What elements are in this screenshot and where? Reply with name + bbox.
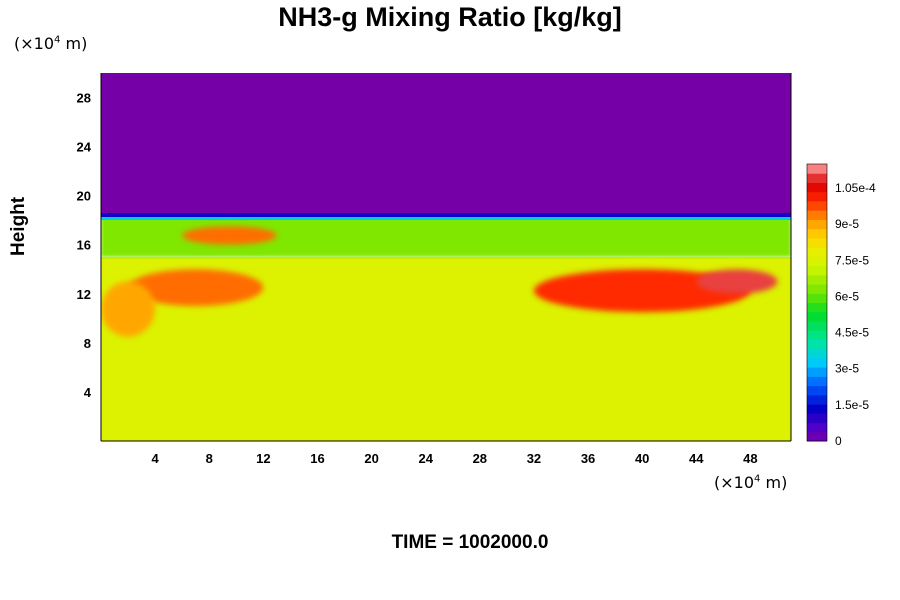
colorbar-segment — [807, 376, 827, 387]
colorbar-segment — [807, 293, 827, 303]
y-axis-unit: (×104 m) — [14, 34, 87, 53]
colorbar-segment — [807, 265, 827, 276]
y-tick-label: 12 — [77, 287, 91, 302]
colorbar-segment — [807, 339, 827, 350]
x-unit-prefix: (×10 — [714, 473, 755, 492]
y-tick-label: 28 — [77, 91, 91, 106]
colorbar-tick-label: 9e-5 — [835, 217, 859, 231]
colorbar-segment — [807, 191, 827, 202]
colorbar-segment — [807, 247, 827, 257]
chart-title: NH3-g Mixing Ratio [kg/kg] — [278, 2, 622, 32]
colorbar-tick-label: 0 — [835, 434, 842, 448]
colorbar-segment — [807, 431, 827, 442]
x-unit-suffix: m) — [760, 473, 788, 492]
boundary-band — [101, 213, 791, 218]
colorbar-segment — [807, 200, 827, 211]
colorbar-segment — [807, 348, 827, 359]
high-value-band-3 — [696, 269, 778, 294]
colorbar-segment — [807, 357, 827, 368]
high-value-band-0 — [128, 269, 264, 307]
colorbar-tick-label: 6e-5 — [835, 289, 859, 303]
colorbar-segment — [807, 394, 827, 405]
x-axis-unit: (×104 m) — [714, 473, 787, 492]
x-tick-label: 44 — [689, 451, 704, 466]
colorbar-tick-label: 3e-5 — [835, 362, 859, 376]
heatmap-field — [101, 73, 791, 441]
y-unit-suffix: m) — [60, 34, 88, 53]
y-unit-exp: 4 — [54, 34, 61, 46]
colorbar-segment — [807, 311, 827, 322]
colorbar-tick-label: 1.5e-5 — [835, 398, 869, 412]
colorbar-segment — [807, 274, 827, 285]
x-tick-label: 32 — [527, 451, 541, 466]
colorbar-segment — [807, 173, 827, 183]
x-tick-label: 48 — [743, 451, 757, 466]
y-tick-label: 16 — [77, 238, 91, 253]
colorbar-segment — [807, 404, 827, 414]
time-label: TIME = 1002000.0 — [391, 532, 549, 553]
colorbar-segment — [807, 422, 827, 433]
colorbar-tick-label: 7.5e-5 — [835, 253, 869, 267]
colorbar: 0 1.5e-5 3e-5 4.5e-5 6e-5 7.5e-5 9e-5 1.05e-4 — [806, 163, 876, 448]
colorbar-segment — [807, 367, 827, 377]
x-tick-label: 4 — [152, 451, 160, 466]
x-tick-label: 12 — [256, 451, 270, 466]
colorbar-segment — [807, 237, 827, 248]
colorbar-segment — [807, 210, 827, 220]
x-tick-label: 40 — [635, 451, 649, 466]
colorbar-segment — [807, 284, 827, 294]
x-tick-label: 28 — [473, 451, 487, 466]
boundary-band — [101, 217, 791, 221]
colorbar-frame — [806, 163, 828, 442]
y-unit-prefix: (×10 — [14, 34, 55, 53]
colorbar-segment — [807, 164, 827, 174]
high-value-band-1 — [182, 226, 277, 245]
x-tick-label: 16 — [310, 451, 324, 466]
x-tick-label: 8 — [206, 451, 213, 466]
colorbar-segment — [807, 256, 827, 267]
colorbar-segment — [807, 330, 827, 340]
colorbar-segment — [807, 228, 827, 239]
colorbar-segment — [807, 182, 827, 193]
colorbar-segment — [807, 302, 827, 313]
colorbar-segment — [807, 413, 827, 424]
x-tick-label: 24 — [418, 451, 433, 466]
colorbar-tick-label: 4.5e-5 — [835, 326, 869, 340]
upper-layer — [101, 73, 791, 215]
high-value-band-2 — [533, 269, 751, 313]
y-tick-label: 8 — [84, 336, 91, 351]
y-tick-label: 4 — [84, 385, 92, 400]
colorbar-segment — [807, 219, 827, 230]
colorbar-tick-label: 1.05e-4 — [835, 181, 876, 195]
x-unit-exp: 4 — [754, 473, 761, 485]
high-value-band-4 — [101, 281, 156, 337]
colorbar-segment — [807, 385, 827, 396]
y-tick-label: 24 — [77, 140, 92, 155]
x-tick-label: 36 — [581, 451, 595, 466]
x-tick-label: 20 — [364, 451, 378, 466]
y-tick-label: 20 — [77, 189, 91, 204]
colorbar-segment — [807, 320, 827, 331]
